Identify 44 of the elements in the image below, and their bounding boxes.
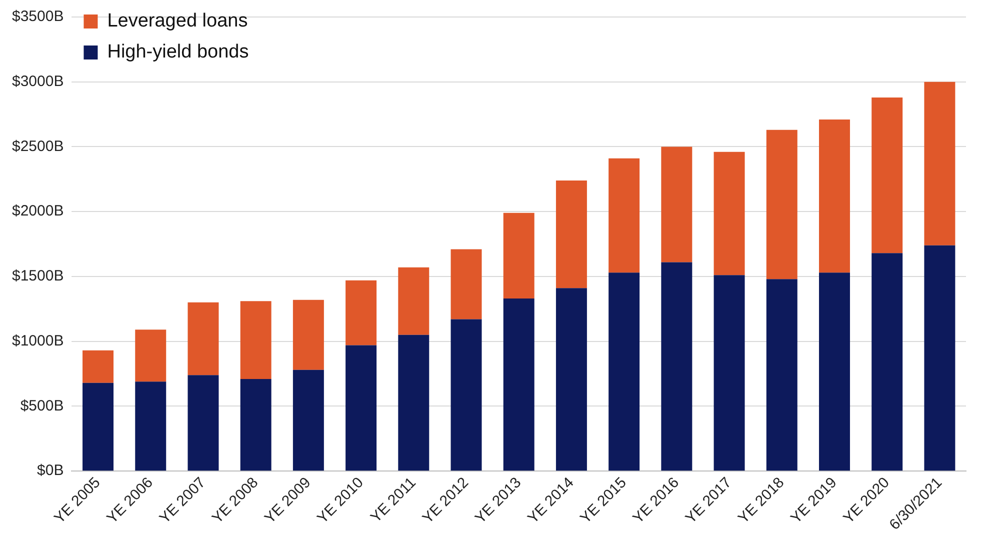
bar	[766, 130, 798, 280]
y-tick-label: $3500B	[12, 8, 64, 26]
bar	[714, 275, 745, 471]
bar	[608, 272, 640, 471]
bar	[503, 298, 534, 471]
bar	[450, 319, 482, 471]
bar	[398, 267, 430, 335]
y-tick-label: $2500B	[12, 138, 64, 155]
legend-label: High-yield bonds	[107, 42, 249, 63]
bar	[292, 370, 324, 471]
bar	[82, 350, 114, 383]
y-tick-label: $3000B	[12, 73, 64, 90]
bar	[608, 158, 640, 273]
bar	[818, 119, 850, 273]
bar	[872, 97, 903, 254]
bar	[188, 375, 219, 471]
bar	[292, 300, 324, 370]
y-tick-label: $500B	[20, 397, 64, 414]
bar	[82, 382, 114, 471]
bar	[661, 146, 692, 262]
bar	[924, 245, 956, 471]
bar	[661, 262, 692, 471]
bar	[556, 288, 587, 471]
bar	[872, 253, 903, 471]
y-tick-label: $2000B	[12, 202, 64, 220]
bar	[556, 180, 587, 288]
bar	[714, 152, 745, 276]
bar	[450, 249, 482, 320]
bar	[346, 345, 377, 471]
bar	[135, 382, 166, 471]
bar	[135, 330, 166, 382]
bar	[346, 280, 377, 346]
legend-label: Leveraged loans	[107, 10, 248, 32]
bar	[818, 272, 850, 471]
bar	[240, 301, 272, 379]
y-tick-label: $0B	[37, 462, 64, 480]
bar	[398, 334, 430, 471]
bar	[766, 279, 798, 471]
bar	[188, 302, 219, 376]
bar	[924, 82, 956, 246]
bar	[240, 378, 272, 471]
y-tick-label: $1500B	[12, 268, 64, 285]
y-tick-label: $1000B	[12, 332, 64, 350]
bar	[503, 212, 534, 299]
